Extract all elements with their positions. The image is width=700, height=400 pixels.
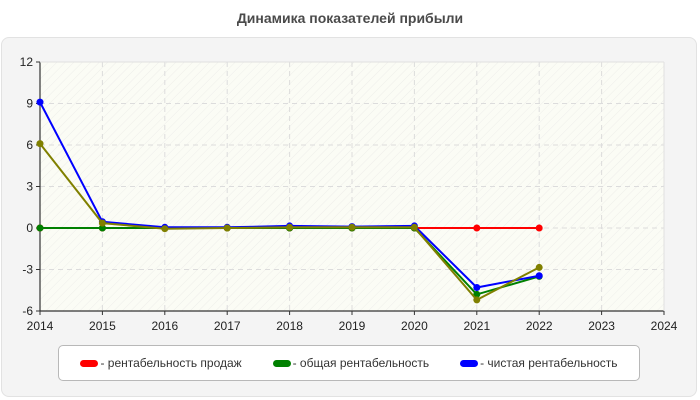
y-tick-label: 0 (26, 221, 33, 235)
x-tick-label: 2023 (588, 319, 615, 333)
legend-item-net-profitability[interactable]: - чистая рентабельность (460, 356, 618, 370)
data-point[interactable] (223, 224, 231, 232)
data-point[interactable] (473, 283, 481, 291)
data-point[interactable] (410, 223, 418, 231)
y-tick-label: 3 (26, 180, 33, 194)
series-unlabeled (36, 140, 543, 304)
legend-swatch-red (80, 359, 99, 367)
data-point[interactable] (473, 296, 481, 304)
data-point[interactable] (473, 290, 481, 298)
legend: - рентабельность продаж - общая рентабел… (58, 345, 640, 381)
x-tick-label: 2024 (651, 319, 678, 333)
x-tick-label: 2018 (276, 319, 303, 333)
x-tick-label: 2021 (463, 319, 490, 333)
data-point[interactable] (161, 225, 169, 233)
legend-item-overall-profitability[interactable]: - общая рентабельность (272, 356, 430, 370)
data-point[interactable] (473, 224, 481, 232)
x-tick-label: 2014 (27, 319, 54, 333)
y-tick-label: -6 (22, 304, 33, 318)
x-tick-label: 2022 (526, 319, 553, 333)
legend-swatch-blue (460, 359, 479, 367)
data-point[interactable] (36, 140, 44, 148)
data-point[interactable] (36, 98, 44, 106)
x-tick-label: 2016 (151, 319, 178, 333)
data-point[interactable] (535, 272, 543, 280)
x-tick-label: 2020 (401, 319, 428, 333)
y-tick-label: 6 (26, 138, 33, 152)
x-tick-label: 2015 (89, 319, 116, 333)
data-point[interactable] (535, 224, 543, 232)
data-series (36, 98, 543, 304)
data-point[interactable] (286, 223, 294, 231)
y-tick-label: 9 (26, 97, 33, 111)
data-point[interactable] (348, 223, 356, 231)
data-point[interactable] (535, 263, 543, 271)
data-point[interactable] (98, 219, 106, 227)
chart-title: Динамика показателей прибыли (236, 10, 464, 26)
y-tick-label: 12 (20, 55, 34, 69)
data-point[interactable] (36, 224, 44, 232)
data-point[interactable] (98, 224, 106, 232)
legend-swatch-green (272, 359, 291, 367)
legend-label: - общая рентабельность (292, 356, 430, 370)
axes: 2014 2015 2016 2017 2018 2019 2020 2021 2022 2023… (20, 55, 678, 333)
y-tick-label: -3 (22, 263, 33, 277)
x-tick-label: 2017 (214, 319, 241, 333)
legend-label: - рентабельность продаж (100, 356, 242, 370)
legend-item-sales-profitability[interactable]: - рентабельность продаж (80, 356, 242, 370)
x-tick-label: 2019 (339, 319, 366, 333)
legend-label: - чистая рентабельность (480, 356, 618, 370)
